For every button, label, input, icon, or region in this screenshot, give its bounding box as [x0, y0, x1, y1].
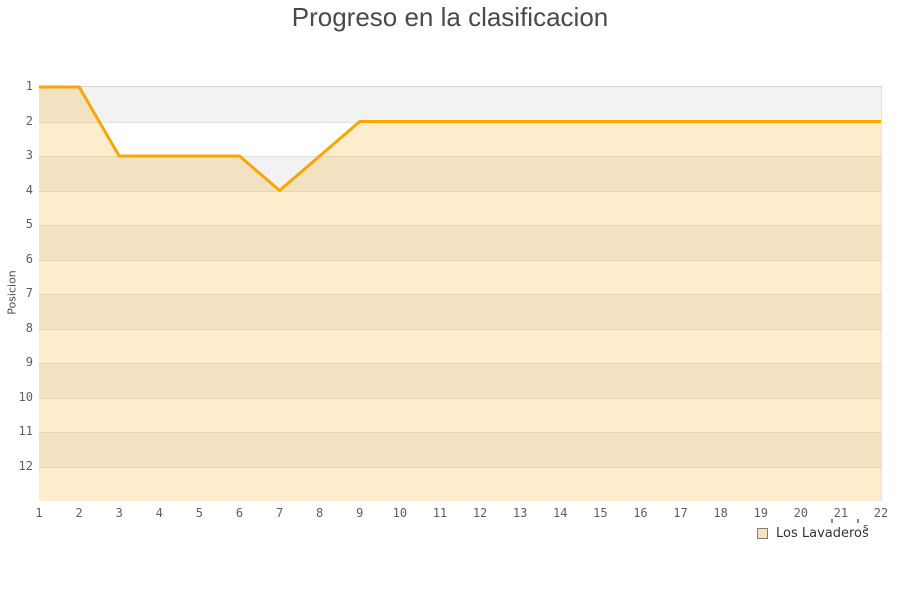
gridline [39, 156, 881, 157]
x-tick-label: 15 [593, 506, 608, 520]
plot-area [39, 85, 882, 501]
y-tick-label: 8 [25, 320, 33, 335]
x-tick-label: 4 [155, 506, 163, 520]
legend-marker-icon [757, 528, 768, 539]
gridline [39, 432, 881, 433]
grid-stripe [39, 363, 881, 398]
grid-stripe [39, 432, 881, 467]
gridline [39, 225, 881, 226]
clipped-axis-title-fragment: s [863, 521, 869, 534]
gridline [39, 294, 881, 295]
y-tick-label: 5 [25, 217, 33, 231]
gridline [39, 328, 881, 330]
grid-stripe [39, 156, 881, 191]
y-tick-label: 10 [18, 389, 33, 404]
y-tick-label: 2 [25, 113, 33, 128]
x-tick-label: 14 [553, 506, 568, 520]
x-tick-label: 7 [275, 506, 284, 520]
grid-stripe [39, 466, 881, 501]
grid-stripe [39, 121, 881, 156]
gridline [39, 190, 881, 192]
legend-label: Los Lavaderos [776, 526, 869, 541]
gridline [39, 466, 881, 468]
x-tick-label: 3 [115, 506, 123, 520]
x-tick-label: 1 [35, 506, 43, 520]
y-tick-label: 4 [25, 182, 33, 197]
x-tick-label: 13 [512, 506, 528, 520]
y-tick-label: 3 [25, 148, 33, 162]
gridline [39, 363, 881, 364]
y-tick-label: 9 [25, 355, 33, 369]
y-tick-label: 1 [25, 79, 33, 93]
x-tick-label: 19 [753, 506, 768, 520]
x-tick-label: 21 [833, 506, 849, 520]
grid-stripe [39, 87, 881, 122]
clipped-axis-title-fragment-mark [831, 519, 833, 523]
x-tick-label: 20 [793, 506, 809, 520]
gridline [39, 397, 881, 399]
x-tick-label: 8 [316, 506, 324, 520]
grid-stripe [39, 328, 881, 363]
grid-stripe [39, 397, 881, 432]
x-tick-label: 5 [195, 506, 203, 520]
x-tick-label: 6 [235, 506, 244, 520]
series-svg [39, 85, 881, 501]
legend-item-los-lavaderos[interactable]: Los Lavaderos [757, 526, 869, 541]
grid-stripe [39, 190, 881, 225]
background-stripes [39, 87, 881, 501]
x-tick-label: 9 [356, 506, 364, 520]
series-line-los-lavaderos[interactable] [39, 85, 881, 192]
series-area-fill [39, 87, 881, 501]
y-tick-label: 7 [25, 286, 33, 300]
x-tick-label: 17 [673, 506, 688, 520]
x-tick-label: 11 [432, 506, 448, 520]
clipped-axis-title-fragment-mark [857, 519, 859, 523]
x-tick-label: 12 [472, 506, 488, 520]
grid-stripe [39, 225, 881, 260]
x-tick-label: 16 [633, 506, 648, 520]
x-tick-label: 10 [392, 506, 408, 520]
x-tick-label: 2 [75, 506, 83, 520]
grid-stripe [39, 259, 881, 294]
x-tick-label: 18 [713, 506, 728, 520]
grid-stripe [39, 294, 881, 329]
y-tick-label: 6 [25, 251, 33, 266]
y-tick-label: 11 [18, 424, 33, 438]
chart-title: Progreso en la clasificacion [291, 2, 609, 32]
gridline [39, 259, 881, 261]
y-tick-label: 12 [18, 458, 33, 473]
x-tick-label: 22 [873, 506, 889, 520]
